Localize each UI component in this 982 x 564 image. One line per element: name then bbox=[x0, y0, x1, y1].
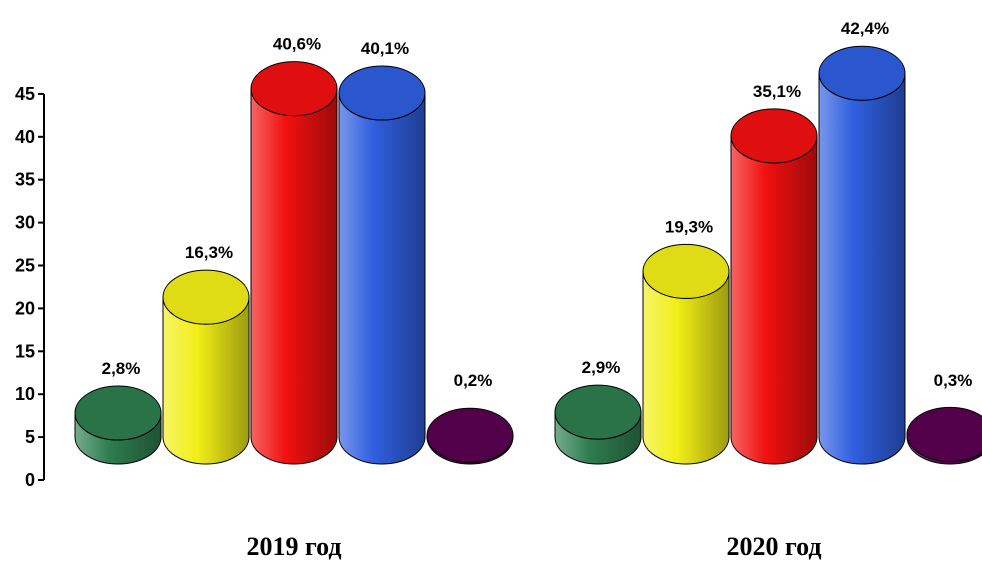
cylinder-body bbox=[338, 92, 426, 465]
bar-2020-год-2 bbox=[642, 243, 730, 465]
cylinder-top bbox=[554, 384, 642, 440]
y-tick-label: 5 bbox=[25, 427, 35, 447]
group-label: 2019 год bbox=[246, 532, 341, 561]
y-tick-label: 0 bbox=[25, 470, 35, 490]
y-tick-label: 10 bbox=[15, 384, 35, 404]
data-label: 2,9% bbox=[582, 358, 621, 377]
cylinder-body bbox=[730, 135, 818, 465]
data-label: 2,8% bbox=[102, 359, 141, 378]
bar-2020-год-5 bbox=[906, 406, 982, 465]
bars bbox=[74, 45, 982, 465]
cylinder-top bbox=[74, 385, 162, 441]
data-label: 0,3% bbox=[934, 371, 973, 390]
cylinder-top bbox=[642, 243, 730, 299]
y-tick-label: 25 bbox=[15, 256, 35, 276]
cylinder-top bbox=[818, 45, 906, 101]
data-label: 16,3% bbox=[185, 243, 233, 262]
cylinder-body bbox=[818, 73, 906, 465]
cylinder-top bbox=[906, 406, 982, 462]
bar-2020-год-4 bbox=[818, 45, 906, 465]
y-tick-label: 30 bbox=[15, 213, 35, 233]
bar-2020-год-1 bbox=[554, 384, 642, 465]
cylinder-body bbox=[642, 271, 730, 465]
y-axis: 0 5 10 15 20 25 30 35 40 45 bbox=[15, 84, 45, 490]
group-label: 2020 год bbox=[726, 532, 821, 561]
y-tick-label: 40 bbox=[15, 127, 35, 147]
labels: 2,8% 16,3% 40,6% 40,1% 0,2% 2019 год 2,9% 19,3%… bbox=[102, 19, 973, 561]
y-tick-label: 45 bbox=[15, 84, 35, 104]
data-label: 40,6% bbox=[273, 35, 321, 54]
bar-2019-год-5 bbox=[426, 407, 514, 465]
data-label: 40,1% bbox=[361, 39, 409, 58]
data-label: 0,2% bbox=[454, 371, 493, 390]
data-label: 19,3% bbox=[665, 217, 713, 236]
bar-2020-год-3 bbox=[730, 108, 818, 465]
cylinder-top bbox=[426, 407, 514, 463]
cylinder-top bbox=[162, 269, 250, 325]
cylinder-top bbox=[250, 61, 338, 117]
y-tick-label: 35 bbox=[15, 170, 35, 190]
y-tick-label: 15 bbox=[15, 341, 35, 361]
bar-2019-год-3 bbox=[250, 61, 338, 465]
bar-2019-год-1 bbox=[74, 385, 162, 465]
bar-2019-год-2 bbox=[162, 269, 250, 465]
bar-2019-год-4 bbox=[338, 65, 426, 465]
cylinder-body bbox=[250, 88, 338, 465]
y-tick-label: 20 bbox=[15, 298, 35, 318]
cylinder-top bbox=[338, 65, 426, 121]
cylinder-top bbox=[730, 108, 818, 164]
data-label: 42,4% bbox=[841, 19, 889, 38]
data-label: 35,1% bbox=[753, 82, 801, 101]
